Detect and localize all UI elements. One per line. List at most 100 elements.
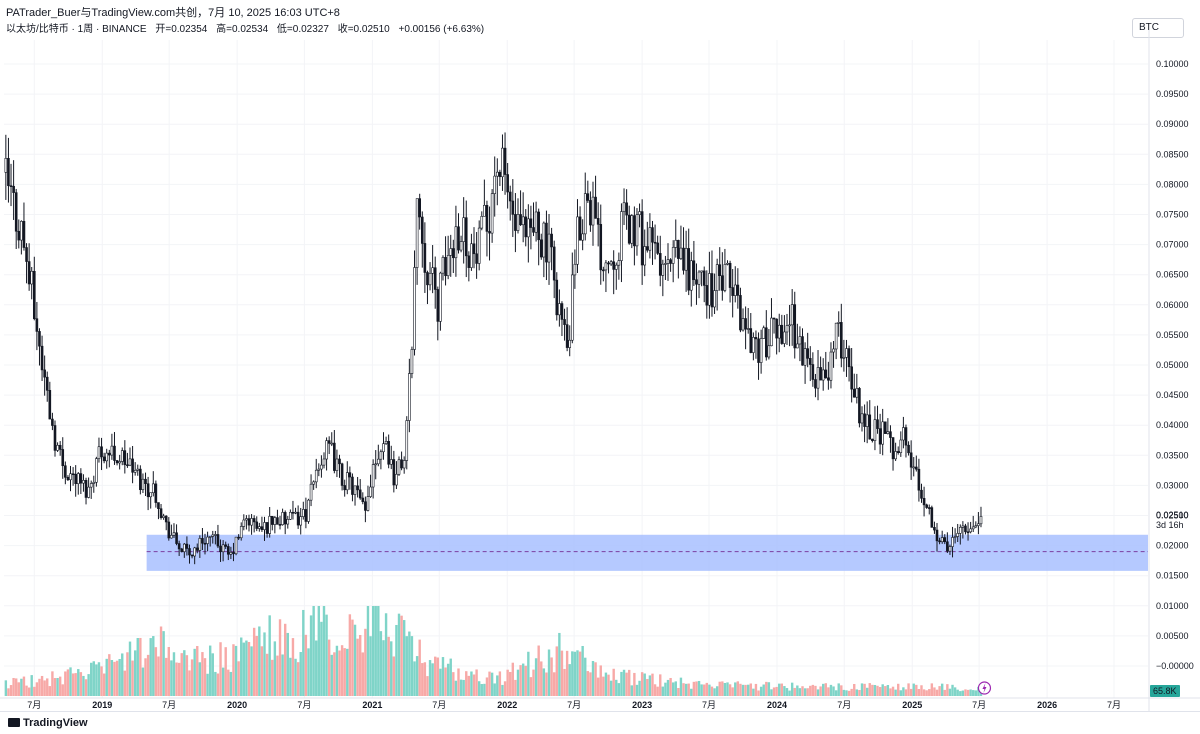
volume-bar: [977, 686, 980, 696]
volume-bar: [131, 660, 134, 696]
candle-body: [558, 303, 561, 316]
ohlc-legend: 以太坊/比特币 · 1周 · BINANCE 开=0.02354 高=0.025…: [6, 20, 484, 35]
candles: [4, 132, 983, 565]
volume-bar: [876, 685, 879, 696]
volume-bar: [628, 669, 631, 696]
volume-bar: [809, 685, 812, 696]
candle-body: [53, 425, 57, 451]
candle-body: [428, 272, 432, 286]
candle-body: [314, 469, 318, 483]
volume-bar: [643, 673, 646, 696]
candle-body: [974, 525, 978, 528]
volume-bar: [30, 675, 33, 696]
tradingview-logo[interactable]: TradingView: [8, 717, 88, 729]
volume-bar: [540, 661, 543, 696]
volume-bar: [51, 671, 54, 696]
candle-body: [420, 216, 424, 244]
candle-body: [754, 337, 758, 340]
volume-bar: [884, 686, 887, 696]
candle-body: [565, 324, 569, 348]
candle-body: [785, 325, 789, 333]
candle-body: [855, 388, 859, 398]
volume-bar: [855, 689, 859, 696]
price-chart[interactable]: 0.10000 0.09500 0.09000 0.08500 0.08000 0.075…: [0, 0, 1200, 712]
candle-body: [180, 548, 184, 553]
volume-badge-label: 65.8K: [1153, 686, 1177, 696]
candle-body: [387, 441, 390, 465]
candle-body: [677, 239, 680, 259]
volume-bar: [271, 659, 274, 696]
countdown-label: 3d 16h: [1156, 520, 1184, 530]
candle-body: [141, 478, 145, 490]
candle-body: [956, 533, 960, 537]
candle-body: [426, 272, 429, 286]
candle-body: [589, 200, 592, 226]
candle-body: [788, 324, 791, 327]
candle-body: [22, 221, 26, 248]
candle-body: [144, 478, 147, 485]
candle-body: [542, 222, 546, 258]
volume-bar: [340, 645, 344, 696]
candle-body: [669, 259, 672, 264]
candle-body: [423, 243, 427, 273]
candle-body: [133, 469, 137, 473]
volume-bar: [532, 669, 535, 696]
volume-bar: [185, 655, 189, 696]
volume-bar: [834, 690, 838, 696]
candle-body: [309, 483, 313, 501]
volume-bar: [144, 658, 147, 696]
volume-bar: [27, 687, 31, 696]
price-axis[interactable]: 0.10000 0.09500 0.09000 0.08500 0.08000 0.075…: [1148, 30, 1194, 712]
volume-bar: [490, 672, 494, 696]
candle-body: [89, 483, 93, 488]
candle-body: [946, 541, 949, 552]
volume-bar: [853, 683, 856, 696]
volume-bar: [196, 646, 199, 696]
volume-bar: [449, 658, 452, 696]
symbol-title[interactable]: 以太坊/比特币 · 1周 · BINANCE: [6, 24, 147, 35]
volume-bar: [912, 683, 915, 696]
candle-body: [563, 319, 566, 325]
volume-bar: [97, 662, 101, 696]
volume-bar: [772, 687, 776, 696]
candle-body: [87, 486, 90, 498]
y-tick-label: 0.04000: [1156, 420, 1189, 430]
candle-body: [666, 259, 670, 264]
candle-body: [770, 317, 773, 347]
volume-bar: [749, 683, 752, 696]
volume-badge-bg: [1150, 685, 1180, 697]
candle-body: [736, 284, 740, 296]
volume-bar: [415, 656, 419, 696]
quote-currency-badge[interactable]: BTC: [1132, 18, 1184, 38]
candle-body: [211, 534, 215, 537]
volume-bar: [816, 689, 820, 696]
volume-bar: [718, 681, 721, 696]
volume-bar: [201, 652, 204, 696]
candle-body: [925, 504, 928, 508]
candle-body: [100, 446, 103, 458]
candle-body: [658, 253, 662, 276]
candle-body: [20, 221, 23, 241]
volume-bar: [705, 682, 709, 696]
candle-body: [452, 248, 455, 259]
volume-bar: [157, 656, 160, 696]
volume-bar: [242, 642, 246, 696]
volume-bar: [346, 648, 349, 696]
volume-bar: [904, 689, 908, 696]
candle-body: [524, 216, 528, 238]
candle-body: [635, 214, 639, 247]
candle-body: [322, 458, 326, 466]
volume-bar: [788, 690, 791, 696]
candle-body: [157, 502, 160, 509]
candle-body: [14, 192, 18, 232]
volume-bar: [922, 689, 926, 696]
volume-bar: [723, 682, 727, 696]
time-axis[interactable]: 7月 2019 7月 2020 7月 2021 7月 2022 7月 2023 7月 2024 7月 20…: [0, 697, 1200, 710]
x-tick-label: 2026: [1037, 700, 1057, 710]
y-tick-label: 0.00500: [1156, 631, 1189, 641]
volume-bar: [436, 657, 440, 696]
volume-bar: [462, 679, 465, 696]
candle-body: [798, 336, 802, 345]
candle-body: [915, 466, 918, 470]
candle-body: [917, 468, 921, 491]
